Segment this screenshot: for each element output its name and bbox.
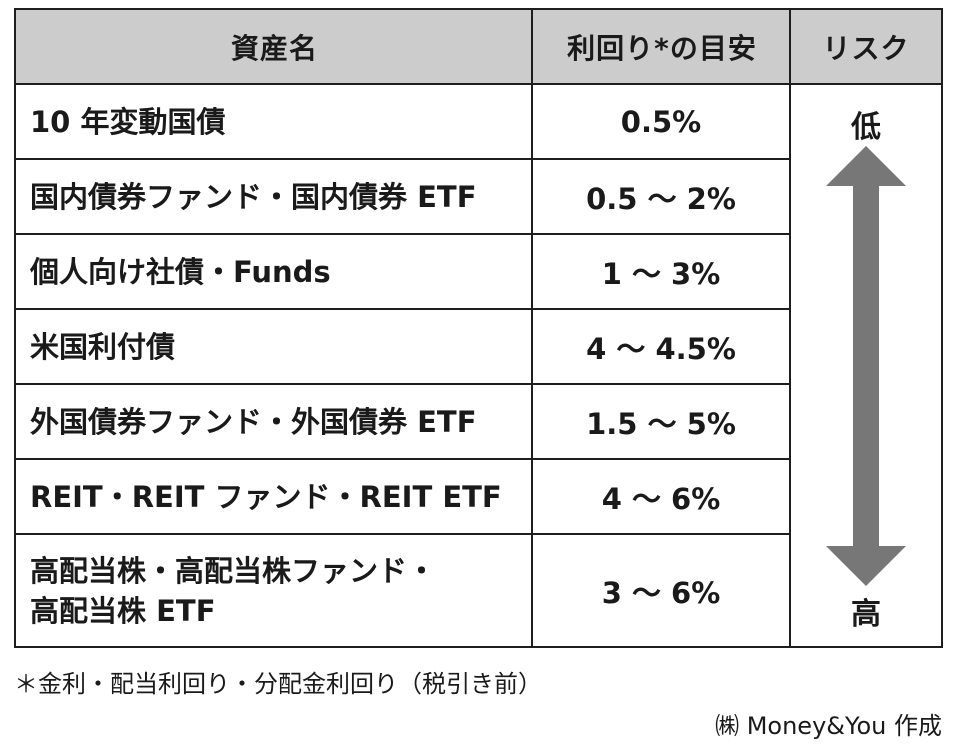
table-row-asset-name: REIT・REIT ファンド・REIT ETF (30, 479, 502, 514)
header-divider (16, 83, 941, 85)
column-divider (531, 10, 533, 646)
header-yield: 利回り*の目安 (533, 10, 791, 84)
footnote: ＊金利・配当利回り・分配金利回り（税引き前） (14, 670, 542, 698)
risk-arrow-shape (826, 146, 906, 586)
table-row-asset-name: 国内債券ファンド・国内債券 ETF (30, 179, 477, 214)
asset-name-line-2: 高配当株 ETF (30, 593, 216, 628)
table-row-asset-name: 米国利付債 (30, 329, 176, 364)
header-risk: リスク (791, 10, 941, 84)
table-row-yield: 4 〜 4.5% (586, 331, 736, 366)
table-row-yield: 4 〜 6% (601, 481, 721, 516)
table-row-yield: 3 〜 6% (601, 575, 721, 610)
header-asset-name: 資産名 (16, 10, 533, 84)
row-divider (16, 458, 791, 460)
double-headed-arrow-icon (826, 146, 906, 586)
row-divider (16, 383, 791, 385)
table-row-asset-name: 外国債券ファンド・外国債券 ETF (30, 404, 477, 439)
table-row-asset-name: 高配当株・高配当株ファンド・ 高配当株 ETF (16, 535, 531, 646)
asset-name-line-1: 高配当株・高配当株ファンド・ (30, 553, 437, 588)
table-row-yield: 0.5 〜 2% (586, 181, 736, 216)
table-row-yield: 1.5 〜 5% (586, 406, 736, 441)
source-credit: ㈱ Money&You 作成 (715, 712, 942, 740)
row-divider (16, 233, 791, 235)
risk-high-label: 高 (851, 597, 881, 632)
risk-low-label: 低 (851, 110, 881, 145)
table-row-yield: 1 〜 3% (601, 256, 721, 291)
column-divider (789, 10, 791, 646)
table-row-yield: 0.5% (620, 104, 702, 139)
table-row-asset-name: 個人向け社債・Funds (30, 254, 331, 289)
yield-risk-table: 資産名 利回り*の目安 リスク 10 年変動国債 0.5% 国内債券ファンド・国… (14, 8, 943, 648)
row-divider (16, 158, 791, 160)
row-divider (16, 308, 791, 310)
table-row-asset-name: 10 年変動国債 (30, 104, 226, 139)
row-divider (16, 533, 791, 535)
